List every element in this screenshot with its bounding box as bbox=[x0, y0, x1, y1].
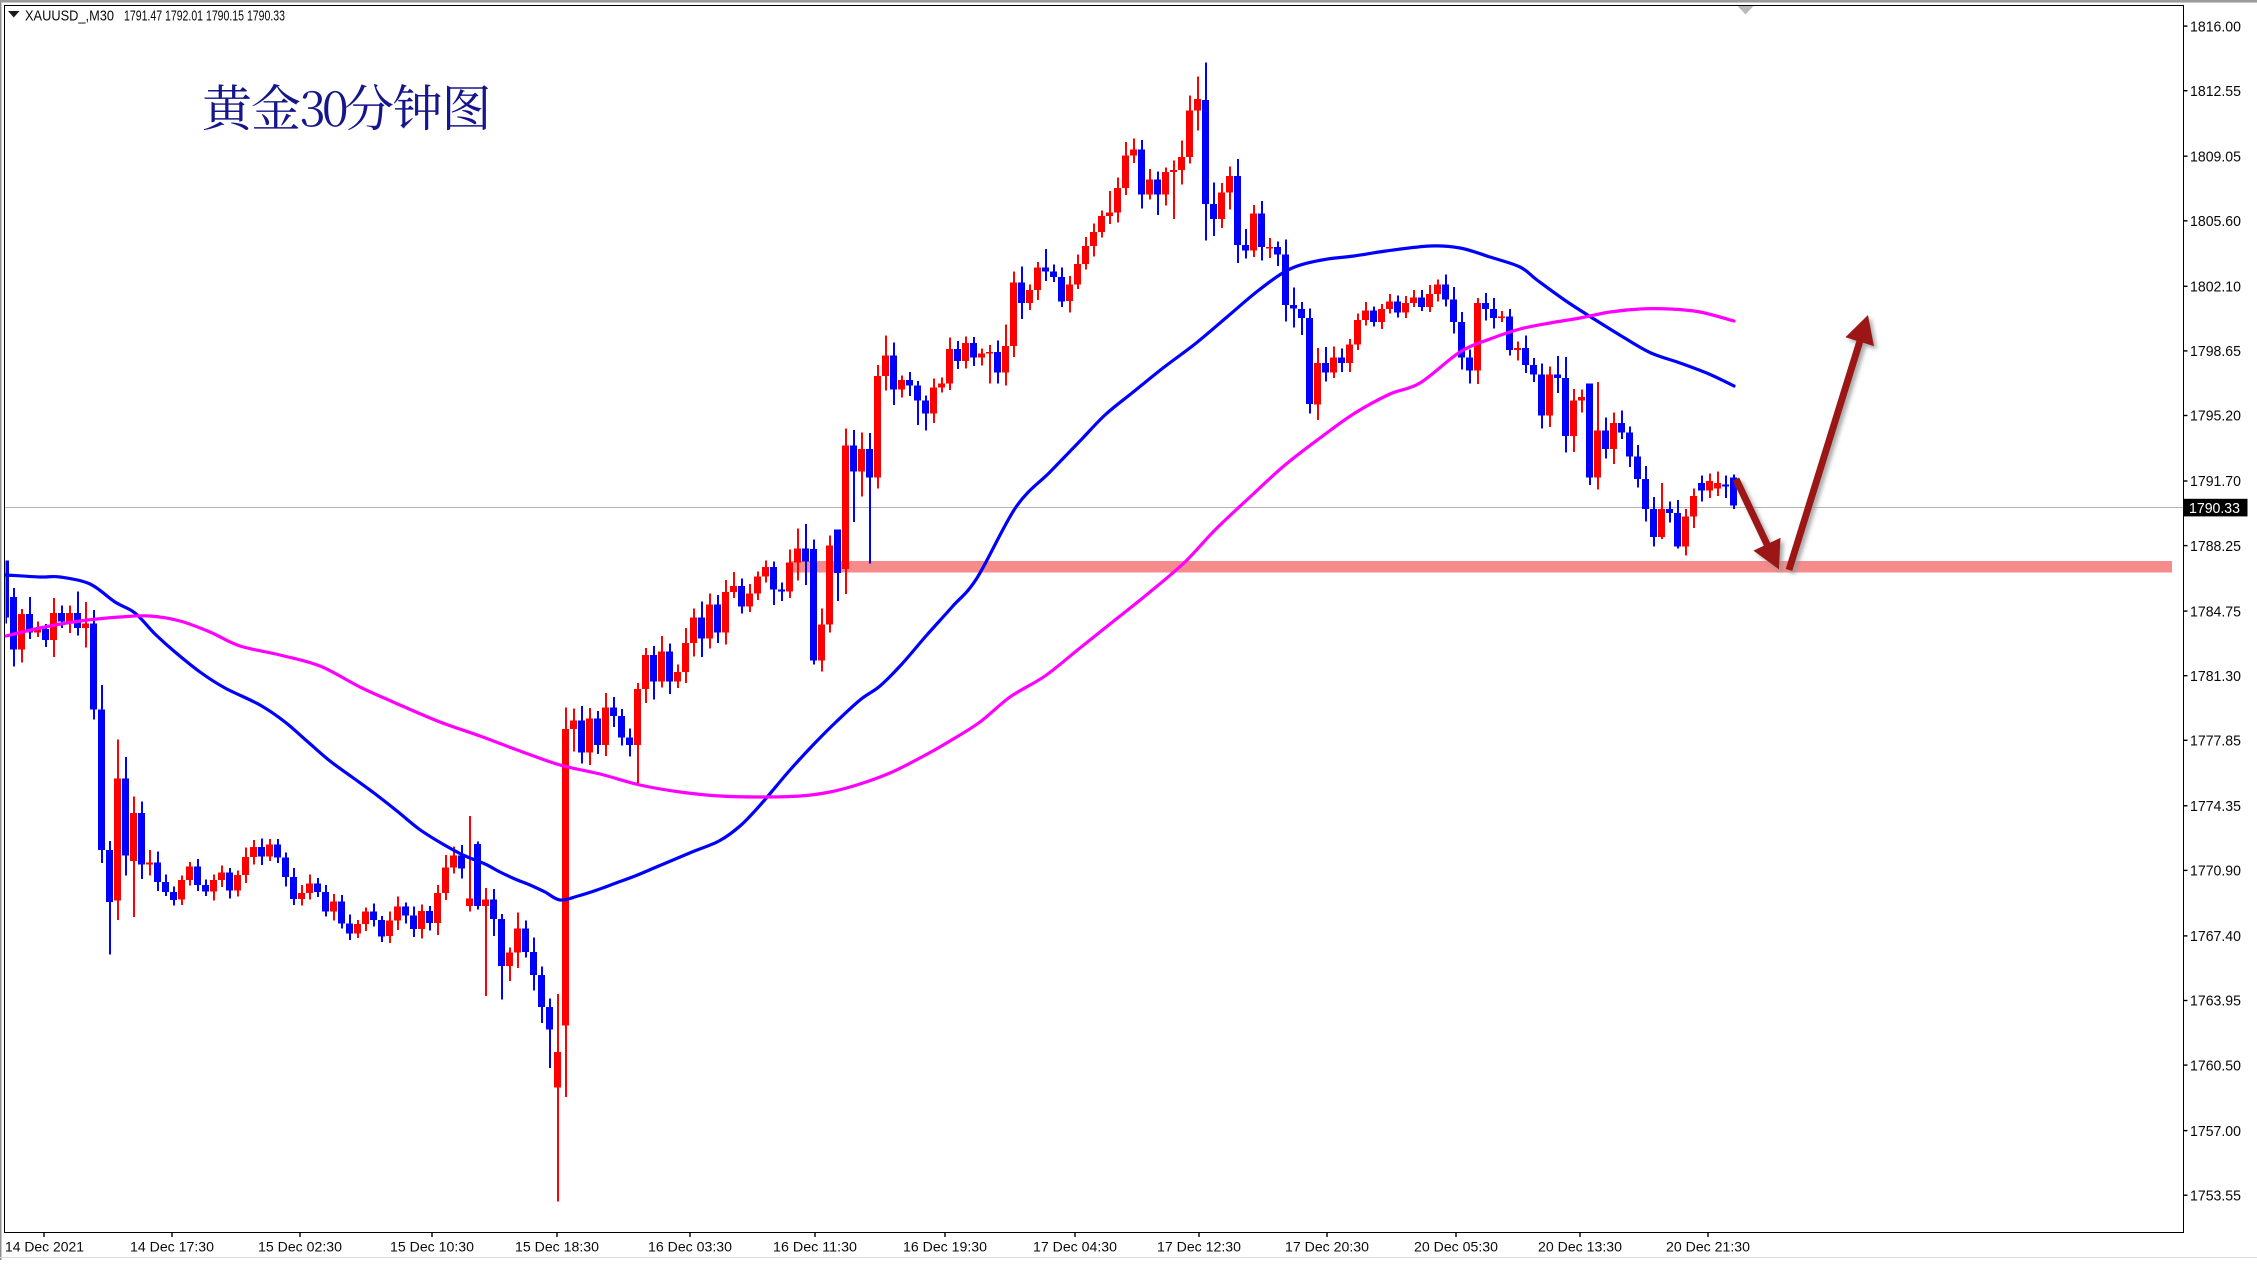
svg-text:20 Dec 05:30: 20 Dec 05:30 bbox=[1414, 1240, 1498, 1255]
svg-text:1812.55: 1812.55 bbox=[2190, 84, 2241, 100]
svg-text:1760.50: 1760.50 bbox=[2190, 1058, 2241, 1074]
svg-text:17 Dec 20:30: 17 Dec 20:30 bbox=[1285, 1240, 1369, 1255]
svg-text:1784.75: 1784.75 bbox=[2190, 604, 2241, 620]
svg-text:17 Dec 04:30: 17 Dec 04:30 bbox=[1033, 1240, 1117, 1255]
svg-text:1781.30: 1781.30 bbox=[2190, 669, 2241, 685]
svg-text:1790.33: 1790.33 bbox=[2189, 501, 2240, 517]
svg-text:20 Dec 21:30: 20 Dec 21:30 bbox=[1666, 1240, 1750, 1255]
svg-text:14 Dec 2021: 14 Dec 2021 bbox=[5, 1240, 84, 1255]
svg-text:1802.10: 1802.10 bbox=[2190, 280, 2241, 296]
svg-text:1753.55: 1753.55 bbox=[2190, 1188, 2241, 1204]
svg-text:20 Dec 13:30: 20 Dec 13:30 bbox=[1538, 1240, 1622, 1255]
svg-text:1809.05: 1809.05 bbox=[2190, 149, 2241, 165]
svg-text:15 Dec 18:30: 15 Dec 18:30 bbox=[515, 1240, 599, 1255]
svg-text:16 Dec 19:30: 16 Dec 19:30 bbox=[903, 1240, 987, 1255]
svg-text:1791.47 1792.01 1790.15 1790.3: 1791.47 1792.01 1790.15 1790.33 bbox=[124, 8, 285, 25]
svg-text:16 Dec 11:30: 16 Dec 11:30 bbox=[773, 1240, 857, 1255]
svg-text:15 Dec 10:30: 15 Dec 10:30 bbox=[390, 1240, 474, 1255]
svg-text:1791.70: 1791.70 bbox=[2190, 474, 2241, 490]
svg-text:16 Dec 03:30: 16 Dec 03:30 bbox=[648, 1240, 732, 1255]
svg-text:1777.85: 1777.85 bbox=[2190, 734, 2241, 750]
svg-text:14 Dec 17:30: 14 Dec 17:30 bbox=[130, 1240, 214, 1255]
svg-text:1816.00: 1816.00 bbox=[2190, 19, 2241, 35]
svg-text:1805.60: 1805.60 bbox=[2190, 214, 2241, 230]
svg-text:1767.40: 1767.40 bbox=[2190, 929, 2241, 945]
svg-text:1757.00: 1757.00 bbox=[2190, 1124, 2241, 1140]
svg-text:1798.65: 1798.65 bbox=[2190, 344, 2241, 360]
svg-text:XAUUSD_,M30: XAUUSD_,M30 bbox=[25, 8, 114, 25]
svg-text:1774.35: 1774.35 bbox=[2190, 799, 2241, 815]
svg-text:1788.25: 1788.25 bbox=[2190, 539, 2241, 555]
svg-text:15 Dec 02:30: 15 Dec 02:30 bbox=[258, 1240, 342, 1255]
svg-text:1795.20: 1795.20 bbox=[2190, 409, 2241, 425]
svg-text:17 Dec 12:30: 17 Dec 12:30 bbox=[1157, 1240, 1241, 1255]
svg-text:1763.95: 1763.95 bbox=[2190, 994, 2241, 1010]
svg-text:1770.90: 1770.90 bbox=[2190, 864, 2241, 880]
